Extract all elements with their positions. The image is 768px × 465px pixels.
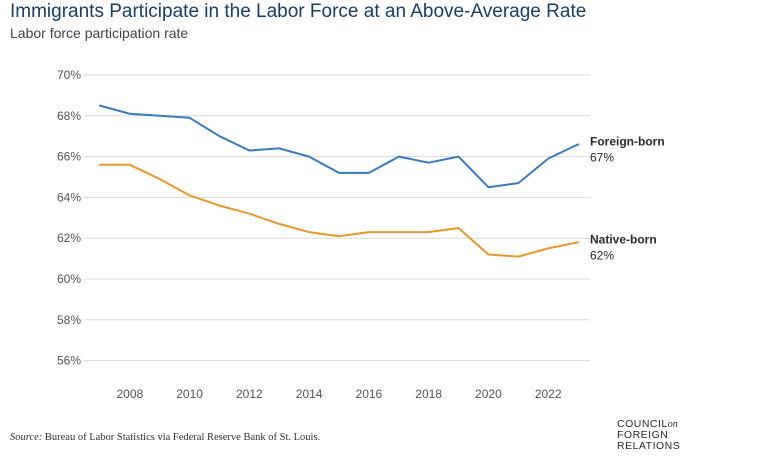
x-tick-label: 2008 [116,387,143,401]
y-tick-label: 68% [57,109,81,123]
series-line-foreign-born [99,104,579,189]
source-text: Bureau of Labor Statistics via Federal R… [44,432,321,443]
data-point [188,116,192,120]
x-axis: 2008 2010 2012 2014 2016 2018 2020 2022 [116,387,561,401]
data-point [217,204,221,208]
series-line-native-born [99,163,579,258]
source-label: Source: [10,432,43,443]
data-point [576,240,580,244]
data-point [337,171,341,175]
data-point [98,163,102,167]
data-point [367,230,371,234]
grid-layer [84,74,590,362]
data-point [397,155,401,159]
data-point [307,155,311,159]
data-point [158,177,162,181]
series-name-label: Native-born [590,232,657,246]
series-name-label: Foreign-born [590,134,665,148]
x-tick-label: 2022 [535,387,562,401]
y-tick-label: 64% [57,190,81,204]
x-tick-label: 2020 [475,387,502,401]
logo-foreign: FOREIGN [617,429,669,441]
data-point [486,253,490,257]
logo-council: COUNCIL [617,418,668,430]
data-point [98,104,102,108]
data-point [188,193,192,197]
data-point [546,246,550,250]
data-point [337,234,341,238]
data-point [516,255,520,259]
x-tick-label: 2010 [176,387,203,401]
logo-on: on [667,419,678,430]
y-tick-label: 58% [57,313,81,327]
y-tick-label: 70% [57,68,81,82]
data-point [277,146,281,150]
cfr-logo: COUNCILon FOREIGN RELATIONS [617,419,707,452]
data-point [247,148,251,152]
x-tick-label: 2018 [415,387,442,401]
x-tick-label: 2012 [236,387,263,401]
series-labels: Foreign-born 67% Native-born 62% [590,134,665,262]
chart-subtitle: Labor force participation rate [10,25,189,41]
y-axis: 56% 58% 60% 62% 64% 66% 68% 70% [57,68,81,368]
data-point [457,155,461,159]
data-point [217,134,221,138]
data-point [158,114,162,118]
y-tick-label: 60% [57,272,81,286]
data-point [576,142,580,146]
data-point [247,212,251,216]
y-tick-label: 62% [57,231,81,245]
data-point [367,171,371,175]
data-point [427,230,431,234]
y-tick-label: 66% [57,150,81,164]
logo-relations: RELATIONS [617,440,681,452]
series-value-label: 62% [590,248,614,262]
series-value-label: 67% [590,150,614,164]
data-point [128,163,132,167]
y-tick-label: 56% [57,354,81,368]
chart-title: Immigrants Participate in the Labor Forc… [10,1,587,22]
data-point [516,181,520,185]
x-tick-label: 2014 [296,387,323,401]
data-point [486,185,490,189]
data-point [457,226,461,230]
x-tick-label: 2016 [356,387,383,401]
data-point [427,161,431,165]
series-layer [98,104,580,259]
data-point [277,222,281,226]
data-point [307,230,311,234]
data-point [397,230,401,234]
source-note: Source: Bureau of Labor Statistics via F… [10,432,320,443]
data-point [128,112,132,116]
data-point [546,157,550,161]
